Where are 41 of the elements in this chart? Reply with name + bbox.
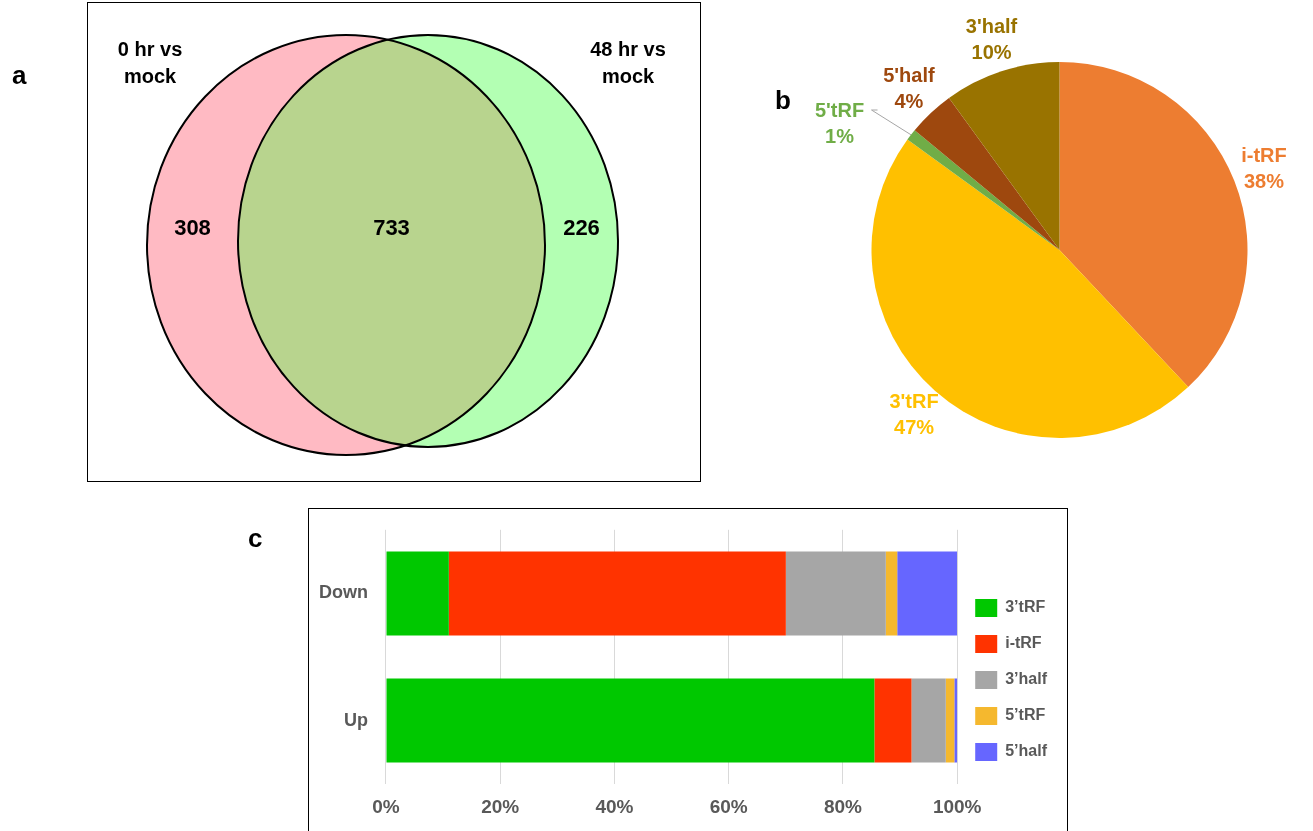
y-tick-label: Down <box>318 582 368 603</box>
legend-label: 5’half <box>1005 742 1048 760</box>
data-label: 4% <box>894 90 924 113</box>
legend-label: 5’tRF <box>1005 706 1046 724</box>
text: a <box>12 60 27 91</box>
bar <box>897 551 958 636</box>
y-tick-label: Up <box>343 709 368 730</box>
x-tick-label: 100% <box>932 795 982 817</box>
bar <box>386 678 875 763</box>
legend-label: i-tRF <box>1005 634 1042 652</box>
data-label: 47% <box>894 415 935 438</box>
data-label: 733 <box>373 215 410 241</box>
data-label: 38% <box>1244 169 1285 192</box>
bar <box>785 551 886 636</box>
text: b <box>775 85 791 116</box>
legend-label: 3’half <box>1005 670 1048 688</box>
data-label: 10% <box>971 41 1012 64</box>
legend-label: 3’tRF <box>1005 598 1046 616</box>
slice-label: 5'tRF <box>814 98 865 121</box>
x-tick-label: 80% <box>823 795 863 817</box>
bar <box>448 551 786 636</box>
x-tick-label: 40% <box>595 795 634 817</box>
slice-label: 5'half <box>883 64 935 87</box>
x-tick-label: 0% <box>372 795 400 817</box>
chart-title: c <box>248 523 263 554</box>
bar <box>945 678 955 763</box>
bar <box>874 678 912 763</box>
data-label: 1% <box>825 124 855 147</box>
data-label: 226 <box>563 215 600 241</box>
bar <box>954 678 958 763</box>
slice-label: i-tRF <box>1241 143 1287 166</box>
bar <box>911 678 946 763</box>
text: 0 hr vs mock <box>117 37 183 87</box>
x-tick-label: 20% <box>481 795 520 817</box>
data-label: 308 <box>174 215 211 241</box>
text: 48 hr vs mock <box>590 37 666 87</box>
slice-label: 3'tRF <box>889 389 939 412</box>
bar <box>386 551 449 636</box>
bar <box>885 551 898 636</box>
slice-label: 3'half <box>965 15 1018 38</box>
x-tick-label: 60% <box>709 795 748 817</box>
